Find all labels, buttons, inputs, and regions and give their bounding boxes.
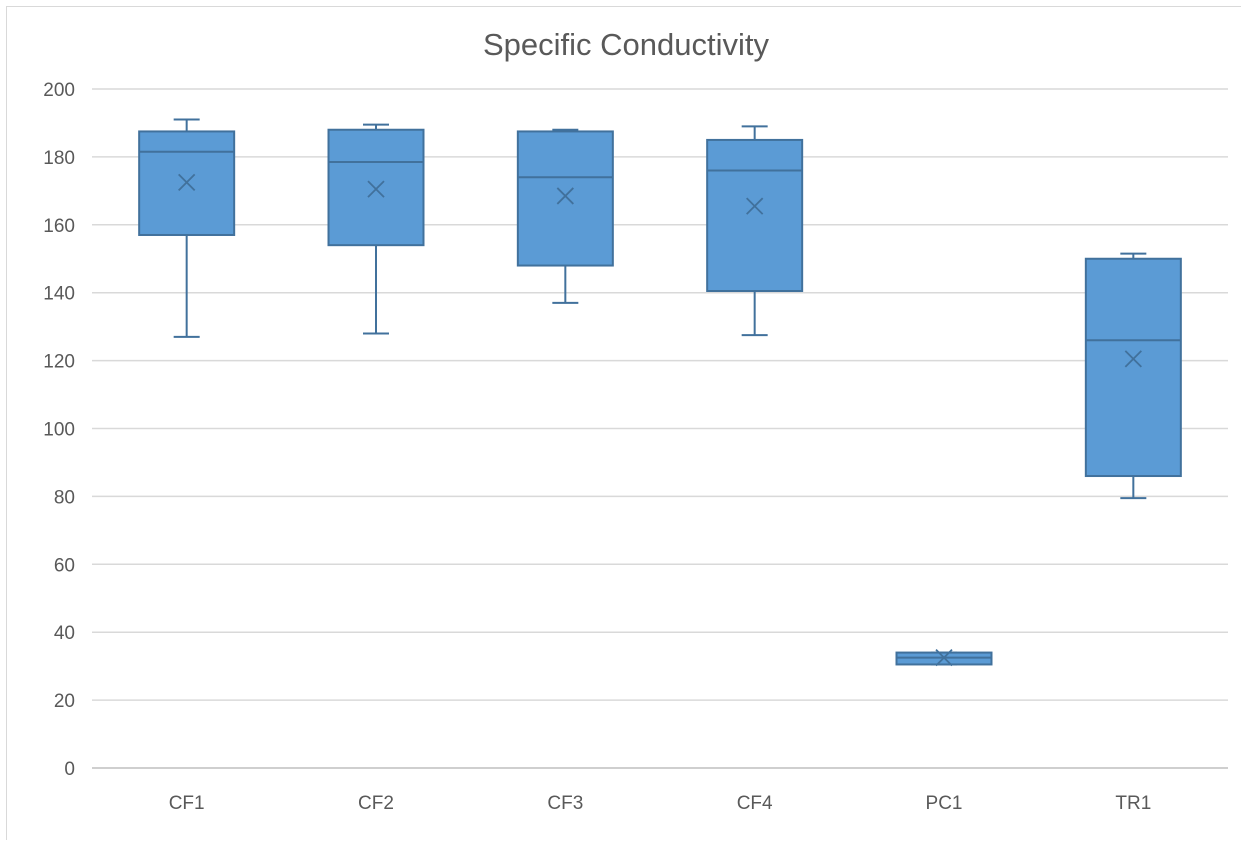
x-tick-label: CF2	[358, 793, 394, 814]
iqr-box	[706, 138, 804, 293]
mean-marker	[556, 187, 574, 205]
y-tick-label: 80	[54, 487, 75, 508]
y-tick-label: 60	[54, 555, 75, 576]
grid-lines	[92, 88, 1228, 701]
box-CF2	[327, 123, 425, 335]
mean-marker	[1124, 350, 1142, 368]
box-TR1	[1084, 252, 1182, 500]
y-axis: 0 20 40 60 80 100 120 140 160 180 200	[43, 80, 75, 780]
x-tick-label: TR1	[1115, 793, 1151, 814]
box-CF4	[706, 125, 804, 337]
y-tick-label: 200	[43, 80, 75, 101]
x-axis: CF1 CF2 CF3 CF4 PC1 TR1	[92, 767, 1228, 814]
y-tick-label: 100	[43, 420, 75, 441]
chart-frame	[6, 6, 1241, 840]
x-tick-label: CF1	[169, 793, 205, 814]
mean-marker	[367, 180, 385, 198]
mean-marker	[746, 197, 764, 215]
iqr-box	[327, 128, 425, 247]
box-PC1	[895, 649, 993, 667]
y-tick-label: 180	[43, 148, 75, 169]
box-series	[138, 118, 1182, 667]
y-tick-label: 160	[43, 216, 75, 237]
x-tick-label: CF4	[737, 793, 773, 814]
x-tick-label: PC1	[926, 793, 963, 814]
y-tick-label: 120	[43, 352, 75, 373]
y-tick-label: 20	[54, 691, 75, 712]
iqr-box	[1084, 257, 1182, 478]
box-CF1	[138, 118, 236, 338]
y-tick-label: 0	[64, 759, 75, 780]
box-CF3	[516, 128, 614, 304]
iqr-box	[516, 130, 614, 267]
mean-marker	[178, 173, 196, 191]
mean-marker	[935, 649, 953, 667]
y-tick-label: 40	[54, 623, 75, 644]
chart-title: Specific Conductivity	[483, 27, 770, 62]
x-tick-label: CF3	[547, 793, 583, 814]
y-tick-label: 140	[43, 284, 75, 305]
